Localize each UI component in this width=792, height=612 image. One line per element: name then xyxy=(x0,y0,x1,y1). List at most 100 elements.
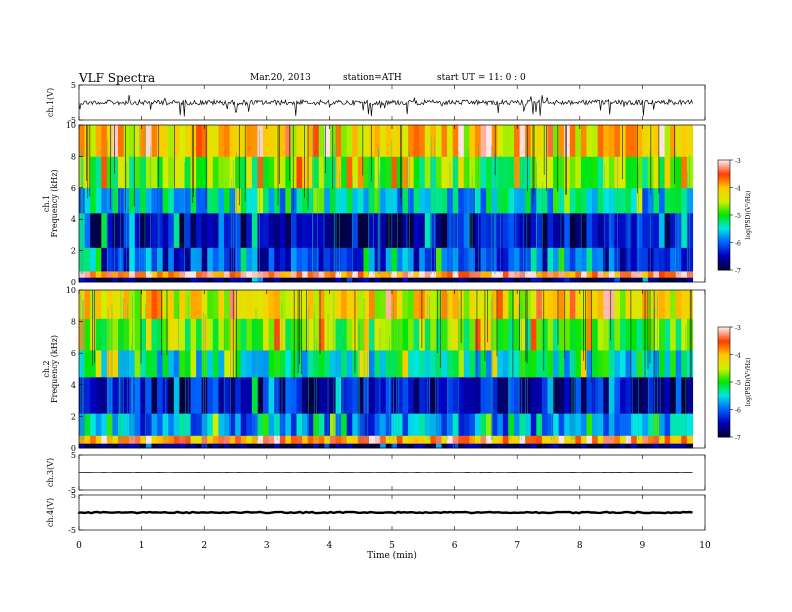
spectrogram-cell xyxy=(519,350,526,378)
spectrogram-cell xyxy=(614,271,621,278)
spectrogram-cell xyxy=(257,318,264,351)
spectrogram-cell xyxy=(268,156,275,189)
spectrogram-cell xyxy=(463,413,470,436)
colorbar-step xyxy=(718,334,730,337)
spectrogram-cell xyxy=(257,247,264,272)
spectrogram-cell xyxy=(675,413,682,436)
spectrogram-cell xyxy=(681,376,688,414)
spectrogram-cell xyxy=(106,443,114,449)
spectrogram-cell xyxy=(469,125,476,157)
spectrogram-cell xyxy=(274,290,281,319)
spectrogram-cell xyxy=(424,318,431,351)
spectrogram-cell xyxy=(179,187,186,214)
spectrogram-cell xyxy=(90,212,97,248)
spectrogram-cell xyxy=(653,413,660,436)
spectrogram-cell xyxy=(341,350,348,378)
spectrogram-cell xyxy=(352,443,359,449)
spectrogram-cell xyxy=(614,277,621,283)
spectrogram-cell xyxy=(257,187,264,214)
colorbar-tick-label: -3 xyxy=(735,158,741,165)
spectrogram-cell xyxy=(664,247,671,272)
spectrogram-cell xyxy=(636,350,643,378)
spectrogram-cell xyxy=(430,318,437,351)
spectrogram-cell xyxy=(452,212,459,248)
colorbar-step xyxy=(718,354,730,357)
colorbar-step xyxy=(718,172,730,176)
spectrogram-cell xyxy=(419,125,426,157)
spectrogram-cell xyxy=(474,125,482,157)
spectrogram-cell xyxy=(469,277,476,283)
spectrogram-cell xyxy=(681,318,688,351)
x-axis-label: Time (min) xyxy=(367,550,417,561)
spectrogram-cell xyxy=(246,247,253,272)
spectrogram-cell xyxy=(106,435,114,444)
spectrogram-cell xyxy=(106,350,114,378)
spectrogram-cell xyxy=(95,318,102,351)
spectrogram-cell xyxy=(212,156,220,189)
spectrogram-cell xyxy=(564,435,571,444)
spectrogram-cell xyxy=(179,247,186,272)
spectrogram-cell xyxy=(530,212,537,248)
spectrogram-cell xyxy=(112,212,119,248)
spectrogram-cell xyxy=(474,413,482,436)
spectrogram-cell xyxy=(419,290,426,319)
spectrogram-cell xyxy=(525,271,532,278)
voltage-axis-label: ch.1(V) xyxy=(46,88,55,117)
spectrogram-cell xyxy=(145,318,153,351)
spectrogram-cell xyxy=(514,187,521,214)
ch1-waveform: ch.1(V)5-5 xyxy=(46,81,706,125)
spectrogram-cell xyxy=(296,413,303,436)
spectrogram-cell xyxy=(536,443,543,449)
spectrogram-cell xyxy=(541,277,549,283)
colorbar-step xyxy=(718,161,730,165)
spectrogram-cell xyxy=(603,318,610,351)
spectrogram-cell xyxy=(263,413,270,436)
spectrogram-cell xyxy=(636,277,643,283)
colorbar-tick-label: -3 xyxy=(735,325,741,332)
spectrogram-cell xyxy=(564,156,571,189)
spectrogram-cell xyxy=(580,247,588,272)
spectrogram-cell xyxy=(296,271,303,278)
spectrogram-cell xyxy=(168,435,175,444)
spectrogram-cell xyxy=(408,187,415,214)
spectrogram-cell xyxy=(84,350,91,378)
spectrogram-cell xyxy=(335,350,342,378)
spectrogram-cell xyxy=(279,443,286,449)
spectrogram-cell xyxy=(251,376,259,414)
spectrogram-cell xyxy=(318,318,325,351)
spectrogram-cell xyxy=(274,271,281,278)
spectrogram-cell xyxy=(285,318,292,351)
x-tick-label: 7 xyxy=(514,541,520,551)
spectrogram-cell xyxy=(235,443,242,449)
spectrogram-cell xyxy=(201,212,208,248)
spectrogram-cell xyxy=(335,187,342,214)
spectrogram-cell xyxy=(369,290,376,319)
spectrogram-cell xyxy=(402,187,409,214)
spectrogram-cell xyxy=(659,350,666,378)
colorbar-step xyxy=(718,262,730,265)
colorbar-step xyxy=(718,226,730,229)
spectrogram-cell xyxy=(463,435,470,444)
spectrogram-cell xyxy=(597,413,604,436)
spectrogram-cell xyxy=(196,290,203,319)
spectrogram-cell xyxy=(263,318,270,351)
spectrogram-cell xyxy=(218,376,225,414)
spectrogram-cell xyxy=(569,277,576,283)
spectrogram-cell xyxy=(207,290,214,319)
colorbar-step xyxy=(718,242,730,245)
spectrogram-cell xyxy=(263,187,270,214)
spectrogram-cell xyxy=(480,247,487,272)
spectrogram-cell xyxy=(480,350,487,378)
spectrogram-cell xyxy=(335,435,342,444)
colorbar-step xyxy=(718,255,730,258)
colorbar-step xyxy=(718,413,730,416)
colorbar-step xyxy=(718,402,730,405)
spectrogram-cell xyxy=(257,443,264,449)
spectrogram-cell xyxy=(263,290,270,319)
spectrogram-cell xyxy=(207,187,214,214)
spectrogram-cell xyxy=(352,290,359,319)
spectrogram-cell xyxy=(218,156,225,189)
spectrogram-cell xyxy=(681,277,688,283)
spectrogram-cell xyxy=(491,413,498,436)
spectrogram-cell xyxy=(530,247,537,272)
